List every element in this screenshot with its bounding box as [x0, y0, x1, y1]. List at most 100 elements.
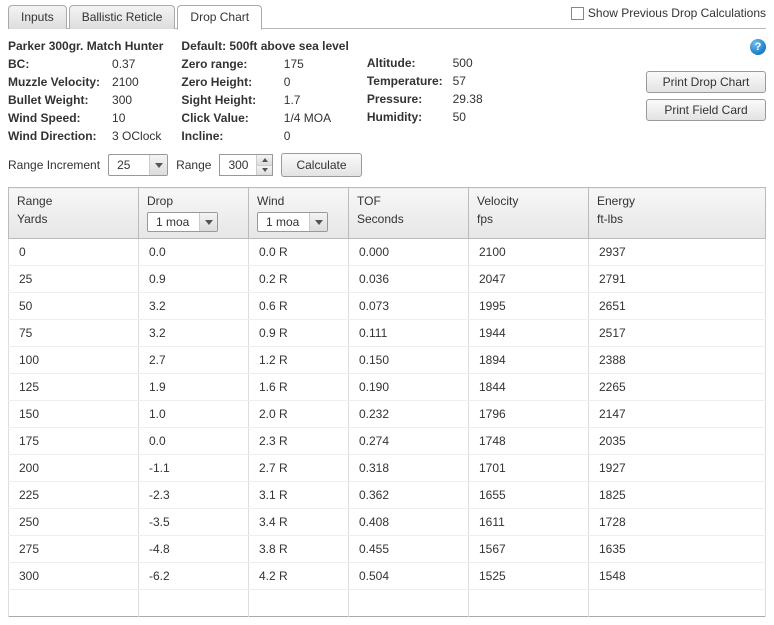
- table-cell: -1.1: [139, 455, 249, 482]
- table-row: 1002.71.2 R0.15018942388: [9, 347, 766, 374]
- muzzle-velocity-label: Muzzle Velocity:: [8, 75, 102, 89]
- table-cell: 1.9: [139, 374, 249, 401]
- col-drop-header: Drop: [139, 188, 248, 212]
- table-cell: -6.2: [139, 563, 249, 590]
- table-cell: 1701: [469, 455, 589, 482]
- table-cell: 1825: [589, 482, 766, 509]
- table-cell: [349, 590, 469, 617]
- default-title: Default: 500ft above sea level: [181, 39, 348, 53]
- humidity-value: 50: [453, 110, 483, 124]
- calculate-button[interactable]: Calculate: [281, 153, 361, 177]
- wind-unit-combo[interactable]: 1 moa: [257, 212, 328, 232]
- show-previous-checkbox[interactable]: [571, 7, 584, 20]
- table-cell: 2791: [589, 266, 766, 293]
- table-row: [9, 590, 766, 617]
- table-row: 00.00.0 R0.00021002937: [9, 239, 766, 266]
- table-cell: 0.000: [349, 239, 469, 266]
- pressure-label: Pressure:: [367, 92, 443, 106]
- table-cell: 150: [9, 401, 139, 428]
- chevron-down-icon[interactable]: [149, 155, 167, 175]
- tab-inputs[interactable]: Inputs: [8, 5, 67, 29]
- tab-ballistic-reticle[interactable]: Ballistic Reticle: [69, 5, 176, 29]
- humidity-label: Humidity:: [367, 110, 443, 124]
- drop-chart-table: Range Yards Drop 1 moa Wind 1 moa: [8, 187, 766, 617]
- table-cell: 275: [9, 536, 139, 563]
- range-spin-up[interactable]: [257, 155, 272, 166]
- table-cell: [9, 590, 139, 617]
- table-cell: 1927: [589, 455, 766, 482]
- table-cell: 1548: [589, 563, 766, 590]
- table-cell: 1728: [589, 509, 766, 536]
- table-cell: 1.0: [139, 401, 249, 428]
- table-cell: 4.2 R: [249, 563, 349, 590]
- table-cell: 1525: [469, 563, 589, 590]
- print-drop-chart-button[interactable]: Print Drop Chart: [646, 71, 766, 93]
- table-cell: 1894: [469, 347, 589, 374]
- table-cell: 0.150: [349, 347, 469, 374]
- table-cell: 200: [9, 455, 139, 482]
- table-row: 1251.91.6 R0.19018442265: [9, 374, 766, 401]
- help-icon[interactable]: ?: [750, 39, 766, 55]
- table-cell: 2.7: [139, 347, 249, 374]
- table-cell: 100: [9, 347, 139, 374]
- chevron-down-icon[interactable]: [309, 213, 327, 231]
- range-label: Range: [176, 158, 211, 172]
- table-cell: 0.190: [349, 374, 469, 401]
- table-cell: 1635: [589, 536, 766, 563]
- table-cell: 3.4 R: [249, 509, 349, 536]
- wind-direction-label: Wind Direction:: [8, 129, 102, 143]
- table-cell: 225: [9, 482, 139, 509]
- range-increment-label: Range Increment: [8, 158, 100, 172]
- sight-height-label: Sight Height:: [181, 93, 273, 107]
- altitude-value: 500: [453, 56, 483, 70]
- table-cell: 0.232: [349, 401, 469, 428]
- print-field-card-button[interactable]: Print Field Card: [646, 99, 766, 121]
- table-cell: 2035: [589, 428, 766, 455]
- table-cell: 75: [9, 320, 139, 347]
- table-cell: [589, 590, 766, 617]
- table-cell: 0.036: [349, 266, 469, 293]
- table-row: 1501.02.0 R0.23217962147: [9, 401, 766, 428]
- table-cell: 0.318: [349, 455, 469, 482]
- click-value-value: 1/4 MOA: [284, 111, 349, 125]
- table-cell: 2937: [589, 239, 766, 266]
- range-increment-combo[interactable]: 25: [108, 154, 168, 176]
- table-cell: 3.1 R: [249, 482, 349, 509]
- range-spinner[interactable]: 300: [219, 154, 273, 176]
- table-cell: 1844: [469, 374, 589, 401]
- table-cell: 250: [9, 509, 139, 536]
- drop-unit-combo[interactable]: 1 moa: [147, 212, 218, 232]
- table-cell: 2.7 R: [249, 455, 349, 482]
- table-row: 753.20.9 R0.11119442517: [9, 320, 766, 347]
- table-cell: 3.8 R: [249, 536, 349, 563]
- table-cell: 0.0 R: [249, 239, 349, 266]
- altitude-label: Altitude:: [367, 56, 443, 70]
- table-cell: 25: [9, 266, 139, 293]
- tab-drop-chart[interactable]: Drop Chart: [177, 5, 262, 30]
- table-cell: 1944: [469, 320, 589, 347]
- table-cell: 2100: [469, 239, 589, 266]
- range-increment-value: 25: [109, 155, 149, 175]
- range-spin-down[interactable]: [257, 166, 272, 176]
- table-cell: 0.6 R: [249, 293, 349, 320]
- temperature-label: Temperature:: [367, 74, 443, 88]
- col-wind-header: Wind: [249, 188, 348, 212]
- table-cell: [139, 590, 249, 617]
- table-cell: 2388: [589, 347, 766, 374]
- bullet-info-column: Parker 300gr. Match Hunter BC:0.37 Muzzl…: [8, 39, 163, 143]
- zero-range-value: 175: [284, 57, 349, 71]
- table-cell: 3.2: [139, 293, 249, 320]
- table-cell: [469, 590, 589, 617]
- table-cell: 1748: [469, 428, 589, 455]
- pressure-value: 29.38: [453, 92, 483, 106]
- col-range-header: Range: [9, 188, 138, 212]
- table-cell: 0.0: [139, 428, 249, 455]
- chevron-down-icon[interactable]: [199, 213, 217, 231]
- zero-range-label: Zero range:: [181, 57, 273, 71]
- table-cell: 0: [9, 239, 139, 266]
- table-cell: 0.455: [349, 536, 469, 563]
- wind-speed-value: 10: [112, 111, 163, 125]
- zero-height-value: 0: [284, 75, 349, 89]
- table-cell: 50: [9, 293, 139, 320]
- table-row: 1750.02.3 R0.27417482035: [9, 428, 766, 455]
